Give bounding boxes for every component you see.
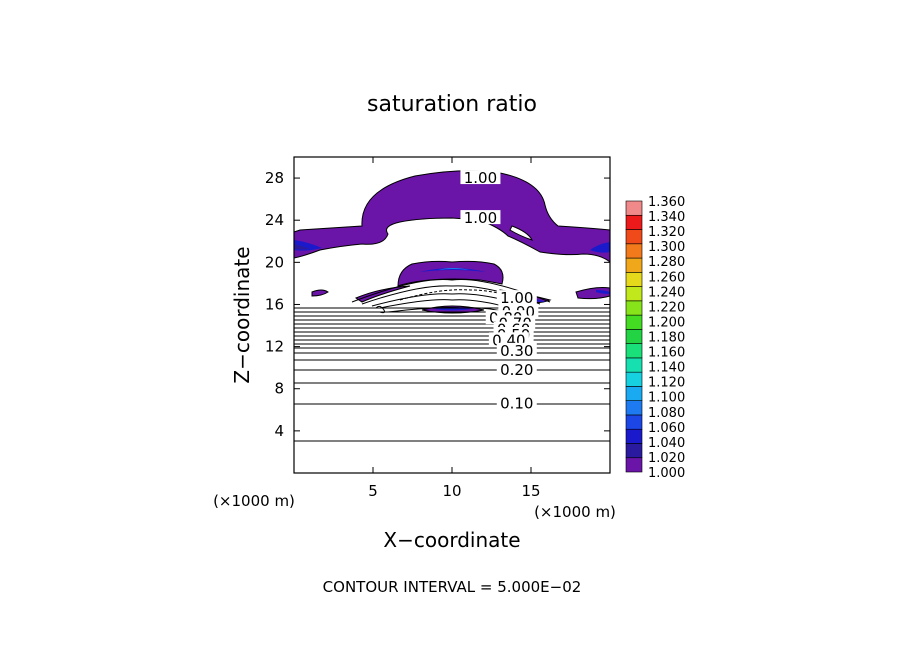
- contour-label: 1.00: [464, 209, 497, 227]
- colorbar-swatch: [625, 272, 643, 287]
- upper-saturated-arch: [293, 170, 611, 264]
- colorbar-swatch: [625, 414, 643, 430]
- middle-cap-blue-core: [420, 268, 486, 272]
- colorbar-swatch: [625, 300, 643, 316]
- colorbar-level-label: 1.200: [648, 315, 685, 330]
- x-unit-right: (×1000 m): [534, 503, 616, 521]
- x-tick-label: 15: [521, 482, 540, 500]
- y-axis-label: Z−coordinate: [230, 246, 254, 383]
- colorbar-swatch: [625, 428, 643, 444]
- chart-title: saturation ratio: [367, 92, 537, 117]
- colorbar-level-label: 1.100: [648, 391, 685, 406]
- y-tick-label: 8: [274, 380, 284, 398]
- contour-label: 0.20: [500, 361, 533, 379]
- contour-label-bg: [496, 342, 537, 357]
- y-tick-label: 24: [265, 211, 284, 229]
- colorbar-level-label: 1.000: [648, 466, 685, 481]
- right-edge-blue-lobe: [590, 242, 610, 253]
- colorbar-level-label: 1.120: [648, 376, 685, 391]
- contour-label-bg: [488, 332, 529, 347]
- contour-label-bg: [460, 170, 501, 185]
- colorbar-swatch: [625, 314, 643, 330]
- colorbar-swatch: [625, 214, 643, 230]
- left-edge-deep-lobe: [294, 244, 310, 250]
- colorbar-swatch: [625, 257, 643, 273]
- colorbar-swatch: [625, 343, 643, 359]
- left-mid-band: [311, 289, 329, 297]
- far-right-blue: [596, 290, 610, 294]
- colorbar-level-label: 1.140: [648, 361, 685, 376]
- colorbar-swatch: [625, 286, 643, 302]
- contour-label: 1.00: [464, 169, 497, 187]
- colorbar-swatch: [625, 329, 643, 344]
- colorbar-swatch: [625, 229, 643, 245]
- left-side-band: [354, 285, 411, 303]
- colorbar-swatch: [625, 371, 643, 387]
- colorbar-level-label: 1.180: [648, 331, 685, 346]
- colorbar-level-label: 1.060: [648, 421, 685, 436]
- colorbar-swatch: [625, 243, 643, 259]
- colorbar-level-label: 1.080: [648, 406, 685, 421]
- contour-label: 0.10: [500, 394, 533, 412]
- colorbar-level-label: 1.160: [648, 346, 685, 361]
- colorbar-level-label: 1.220: [648, 300, 685, 315]
- contour-label-group: 1.001.001.000.900.800.700.600.500.400.30…: [460, 169, 539, 412]
- y-tick-label: 4: [274, 422, 284, 440]
- colorbar-swatch: [625, 386, 643, 401]
- axis-ticks: 5 10 15 4 8 12 16 20 24 28: [265, 157, 610, 500]
- middle-cap-inner-blue: [438, 268, 470, 270]
- y-tick-label: 20: [265, 253, 284, 271]
- contour-label-bg: [496, 361, 537, 376]
- contour-interval-note: CONTOUR INTERVAL = 5.000E−02: [323, 578, 582, 596]
- x-axis-label: X−coordinate: [383, 528, 520, 552]
- x-tick-label: 10: [442, 482, 461, 500]
- contour-label-bg: [460, 210, 501, 225]
- contour-squiggle: [375, 305, 385, 314]
- colorbar-level-label: 1.360: [648, 195, 685, 210]
- contour-lines: [294, 279, 610, 442]
- contour-label: 1.00: [500, 289, 533, 307]
- colorbar-swatch: [625, 200, 643, 216]
- contour-arch-1: [351, 279, 551, 303]
- x-unit-left: (×1000 m): [213, 492, 295, 510]
- colorbar-swatch: [625, 357, 643, 373]
- colorbar-level-label: 1.300: [648, 240, 685, 255]
- colorbar-level-label: 1.020: [648, 451, 685, 466]
- colorbar-level-label: 1.040: [648, 436, 685, 451]
- colorbar-swatch: [625, 457, 643, 473]
- upper-arch-gap: [509, 225, 533, 241]
- colorbar-level-label: 1.280: [648, 255, 685, 270]
- colorbar: 1.0001.0201.0401.0601.0801.1001.1201.140…: [625, 195, 685, 481]
- colorbar-level-label: 1.340: [648, 210, 685, 225]
- y-tick-label: 12: [265, 338, 284, 356]
- contour-label: 0.30: [500, 342, 533, 360]
- colorbar-level-label: 1.260: [648, 270, 685, 285]
- colorbar-swatch: [625, 443, 643, 459]
- contour-label-bg: [496, 395, 537, 410]
- colorbar-level-label: 1.240: [648, 285, 685, 300]
- x-tick-label: 5: [368, 482, 378, 500]
- colorbar-level-label: 1.320: [648, 225, 685, 240]
- colorbar-swatch: [625, 400, 643, 416]
- filled-contours: [293, 170, 611, 314]
- y-tick-label: 28: [265, 169, 284, 187]
- contour-label-bg: [496, 290, 537, 305]
- y-tick-label: 16: [265, 295, 284, 313]
